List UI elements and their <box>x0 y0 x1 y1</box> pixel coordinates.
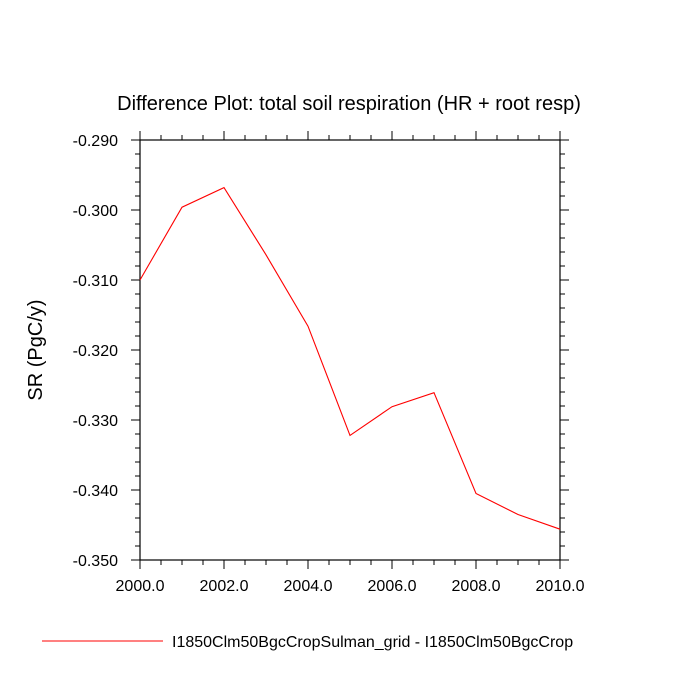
y-tick-label: -0.300 <box>73 203 118 220</box>
y-tick-label: -0.290 <box>73 133 118 150</box>
series-group <box>139 186 561 530</box>
y-axis-label: SR (PgC/y) <box>25 299 47 400</box>
chart-title: Difference Plot: total soil respiration … <box>117 93 581 115</box>
x-tick-label: 2006.0 <box>368 578 417 595</box>
x-tick-label: 2010.0 <box>536 578 585 595</box>
x-tick-label: 2004.0 <box>284 578 333 595</box>
x-tick-label: 2000.0 <box>116 578 165 595</box>
y-tick-label: -0.310 <box>73 273 118 290</box>
legend: I1850Clm50BgcCropSulman_grid - I1850Clm5… <box>42 634 573 651</box>
x-tick-label: 2002.0 <box>200 578 249 595</box>
legend-label: I1850Clm50BgcCropSulman_grid - I1850Clm5… <box>172 634 573 651</box>
y-tick-label: -0.320 <box>73 343 118 360</box>
plot-frame <box>139 139 561 561</box>
y-tick-label: -0.330 <box>73 413 118 430</box>
x-tick-label: 2008.0 <box>452 578 501 595</box>
y-tick-label: -0.340 <box>73 483 118 500</box>
y-tick-label: -0.350 <box>73 553 118 570</box>
series-line <box>139 186 561 530</box>
axes: 2000.0 2002.0 2004.0 2006.0 2008.0 2010.0 -0.2… <box>73 131 585 595</box>
